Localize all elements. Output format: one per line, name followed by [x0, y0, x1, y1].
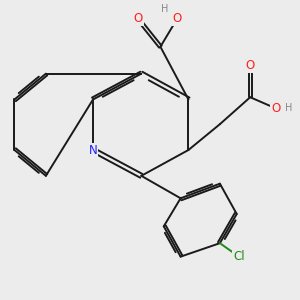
Text: H: H — [285, 103, 292, 113]
Text: N: N — [89, 143, 98, 157]
Text: Cl: Cl — [233, 250, 245, 263]
Text: O: O — [272, 102, 280, 115]
Text: O: O — [172, 12, 182, 25]
Text: H: H — [161, 4, 168, 14]
Text: O: O — [246, 59, 255, 72]
Text: O: O — [133, 12, 142, 25]
